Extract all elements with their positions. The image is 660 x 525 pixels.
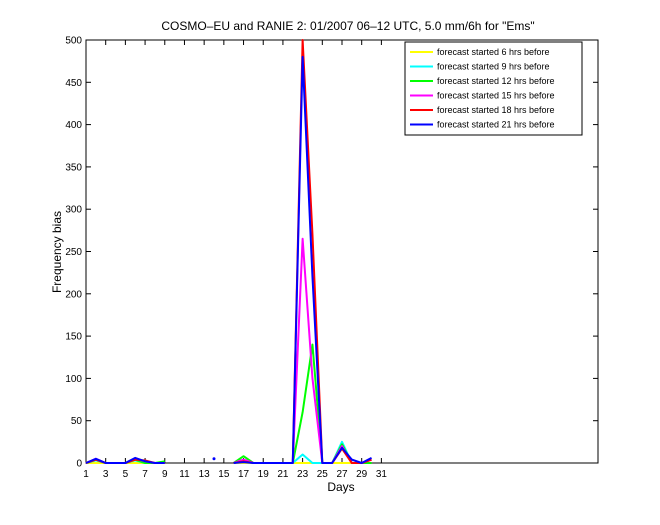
y-tick-label: 50 (71, 416, 83, 427)
x-tick-label: 13 (199, 469, 211, 480)
y-tick-label: 300 (65, 205, 82, 216)
y-tick-label: 100 (65, 374, 82, 385)
x-tick-label: 9 (162, 469, 168, 480)
y-tick-label: 350 (65, 162, 82, 173)
y-tick-label: 500 (65, 36, 82, 47)
chart-title: COSMO–EU and RANIE 2: 01/2007 06–12 UTC,… (161, 19, 534, 33)
x-tick-label: 23 (297, 469, 309, 480)
y-tick-label: 150 (65, 332, 82, 343)
series-line-6-segment-1 (85, 456, 165, 464)
y-tick-label: 0 (76, 459, 82, 470)
x-tick-label: 3 (103, 469, 109, 480)
legend-entry-label: forecast started 21 hrs before (437, 120, 555, 130)
x-tick-label: 5 (123, 469, 129, 480)
x-axis-label: Days (327, 480, 354, 494)
y-axis-label: Frequency bias (50, 211, 64, 293)
y-tick-label: 400 (65, 120, 82, 131)
x-tick-label: 15 (218, 469, 230, 480)
x-tick-label: 7 (142, 469, 148, 480)
x-tick-label: 27 (336, 469, 348, 480)
y-tick-label: 250 (65, 247, 82, 258)
x-tick-label: 31 (376, 469, 388, 480)
series-line-6-segment-2 (233, 55, 372, 464)
legend: forecast started 6 hrs before forecast st… (404, 41, 583, 136)
legend-entry-label: forecast started 18 hrs before (437, 105, 555, 115)
legend-entry-label: forecast started 9 hrs before (437, 62, 550, 72)
y-tick-label: 450 (65, 78, 82, 89)
isolated-data-point (212, 457, 216, 461)
legend-entry-label: forecast started 6 hrs before (437, 47, 550, 57)
x-tick-label: 21 (277, 469, 289, 480)
y-tick-label: 200 (65, 289, 82, 300)
legend-entry-label: forecast started 12 hrs before (437, 76, 555, 86)
x-tick-label: 29 (356, 469, 368, 480)
x-tick-label: 11 (179, 469, 190, 480)
x-tick-label: 25 (317, 469, 329, 480)
x-tick-label: 1 (83, 469, 89, 480)
legend-entry-label: forecast started 15 hrs before (437, 91, 555, 101)
legend-box (404, 41, 583, 136)
x-tick-label: 19 (258, 469, 270, 480)
x-tick-label: 17 (238, 469, 250, 480)
